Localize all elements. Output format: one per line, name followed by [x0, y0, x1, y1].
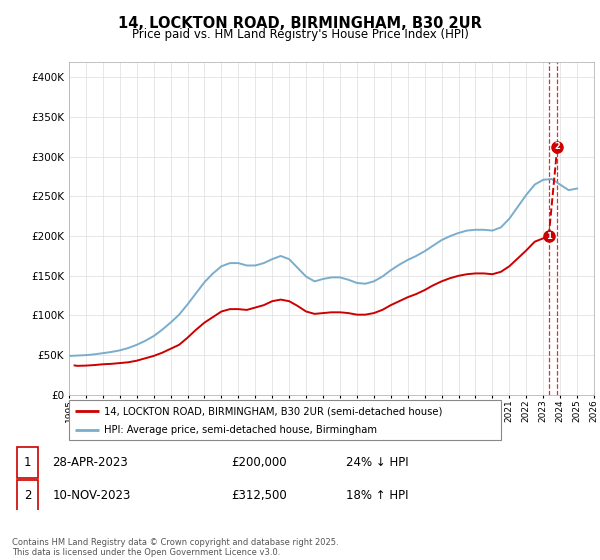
Text: 10-NOV-2023: 10-NOV-2023 — [52, 489, 131, 502]
Text: 18% ↑ HPI: 18% ↑ HPI — [346, 489, 409, 502]
Text: 1: 1 — [24, 456, 31, 469]
Text: 14, LOCKTON ROAD, BIRMINGHAM, B30 2UR: 14, LOCKTON ROAD, BIRMINGHAM, B30 2UR — [118, 16, 482, 31]
FancyBboxPatch shape — [69, 400, 501, 440]
Text: Price paid vs. HM Land Registry's House Price Index (HPI): Price paid vs. HM Land Registry's House … — [131, 28, 469, 41]
Text: HPI: Average price, semi-detached house, Birmingham: HPI: Average price, semi-detached house,… — [104, 425, 377, 435]
Text: 2: 2 — [24, 489, 31, 502]
Text: £200,000: £200,000 — [231, 456, 287, 469]
Text: 14, LOCKTON ROAD, BIRMINGHAM, B30 2UR (semi-detached house): 14, LOCKTON ROAD, BIRMINGHAM, B30 2UR (s… — [104, 407, 442, 417]
Text: 1: 1 — [546, 232, 552, 241]
Text: 2: 2 — [554, 142, 560, 151]
FancyBboxPatch shape — [17, 447, 38, 478]
Text: Contains HM Land Registry data © Crown copyright and database right 2025.
This d: Contains HM Land Registry data © Crown c… — [12, 538, 338, 557]
Text: 28-APR-2023: 28-APR-2023 — [52, 456, 128, 469]
FancyBboxPatch shape — [17, 480, 38, 511]
Text: 24% ↓ HPI: 24% ↓ HPI — [346, 456, 409, 469]
Text: £312,500: £312,500 — [231, 489, 287, 502]
